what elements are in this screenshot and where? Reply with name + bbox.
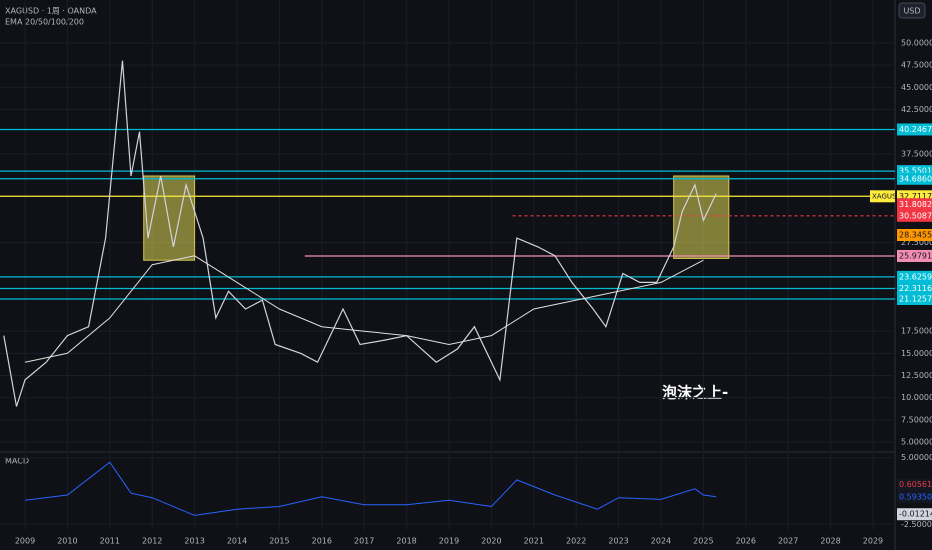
y-tick-label: 27.50000 <box>901 238 932 247</box>
x-tick-label: 2012 <box>142 537 162 546</box>
x-tick-label: 2016 <box>312 537 332 546</box>
macd-line <box>24 461 717 516</box>
y-tick-label: 47.50000 <box>901 61 932 70</box>
y-tick-label: 37.50000 <box>901 149 932 158</box>
price-line <box>3 60 717 407</box>
price-label: 32.71170 <box>899 192 932 201</box>
price-label: 23.62594 <box>899 272 932 281</box>
y-tick-label: 42.50000 <box>901 105 932 114</box>
currency-box[interactable] <box>898 2 926 19</box>
chart-title: XAGUSD · 1周 · OANDA <box>5 7 97 16</box>
price-label: 31.80825 <box>899 200 932 209</box>
x-tick-label: 2023 <box>608 537 628 546</box>
macd-tag <box>897 508 932 521</box>
pane-title: MACD <box>5 457 29 466</box>
price-tag <box>897 282 932 295</box>
macd-label: 0.60561 <box>899 480 932 489</box>
x-tick-label: 2026 <box>736 537 756 546</box>
y-tick-label: 10.00000 <box>901 393 932 402</box>
price-label: 28.34556 <box>899 230 932 239</box>
price-label: 40.24675 <box>899 125 932 134</box>
x-tick-label: 2019 <box>439 537 459 546</box>
y2-tick-label: 5.00000 <box>901 453 932 462</box>
symbol-name: XAGUSD <box>872 192 902 200</box>
x-tick-label: 2011 <box>100 537 120 546</box>
y-tick-label: 45.00000 <box>901 83 932 92</box>
indicator-label: EMA 20/50/100/200 <box>5 18 84 27</box>
macd-label: 0.59350 <box>899 492 932 501</box>
currency[interactable]: USD <box>903 7 920 16</box>
price-label: 22.31168 <box>899 284 932 293</box>
y-tick-label: 5.00000 <box>901 437 932 446</box>
x-tick-label: 2021 <box>524 537 544 546</box>
price-tag <box>897 249 932 262</box>
price-tag <box>897 270 932 283</box>
price-tag <box>897 172 932 185</box>
x-tick-label: 2029 <box>863 537 883 546</box>
x-tick-label: 2027 <box>778 537 798 546</box>
price-tag <box>897 228 932 241</box>
price-tag <box>897 123 932 136</box>
y2-tick-label: -2.50000 <box>901 520 932 529</box>
x-tick-label: 2017 <box>354 537 374 546</box>
y-tick-label: 50.00000 <box>901 39 932 48</box>
price-label: 30.50871 <box>899 211 932 220</box>
x-tick-label: 2013 <box>184 537 204 546</box>
x-tick-label: 2022 <box>566 537 586 546</box>
highlight-box <box>673 175 730 259</box>
price-label: 34.68605 <box>899 174 932 183</box>
price-tag <box>897 209 932 222</box>
macd-tag <box>897 478 932 491</box>
macd-label: -0.01214 <box>899 510 932 519</box>
y-tick-label: 17.50000 <box>901 327 932 336</box>
macd-tag <box>897 490 932 503</box>
ema-line <box>24 255 704 363</box>
y-tick-label: 15.00000 <box>901 349 932 358</box>
x-tick-label: 2010 <box>57 537 77 546</box>
price-tag <box>897 198 932 211</box>
x-tick-label: 2014 <box>227 537 247 546</box>
x-tick-label: 2009 <box>15 537 35 546</box>
x-tick-label: 2020 <box>481 537 501 546</box>
x-tick-label: 2025 <box>693 537 713 546</box>
x-tick-label: 2018 <box>396 537 416 546</box>
x-tick-label: 2028 <box>820 537 840 546</box>
price-label: 35.55010 <box>899 167 932 176</box>
price-label: 25.97914 <box>899 251 932 260</box>
x-tick-label: 2024 <box>651 537 671 546</box>
y-tick-label: 12.50000 <box>901 371 932 380</box>
x-tick-label: 2015 <box>269 537 289 546</box>
price-tag <box>897 293 932 306</box>
price-label: 21.12575 <box>899 295 932 304</box>
annotation: 泡沫之上- <box>662 384 728 402</box>
y-tick-label: 7.50000 <box>901 415 932 424</box>
symbol-tag <box>870 190 895 203</box>
